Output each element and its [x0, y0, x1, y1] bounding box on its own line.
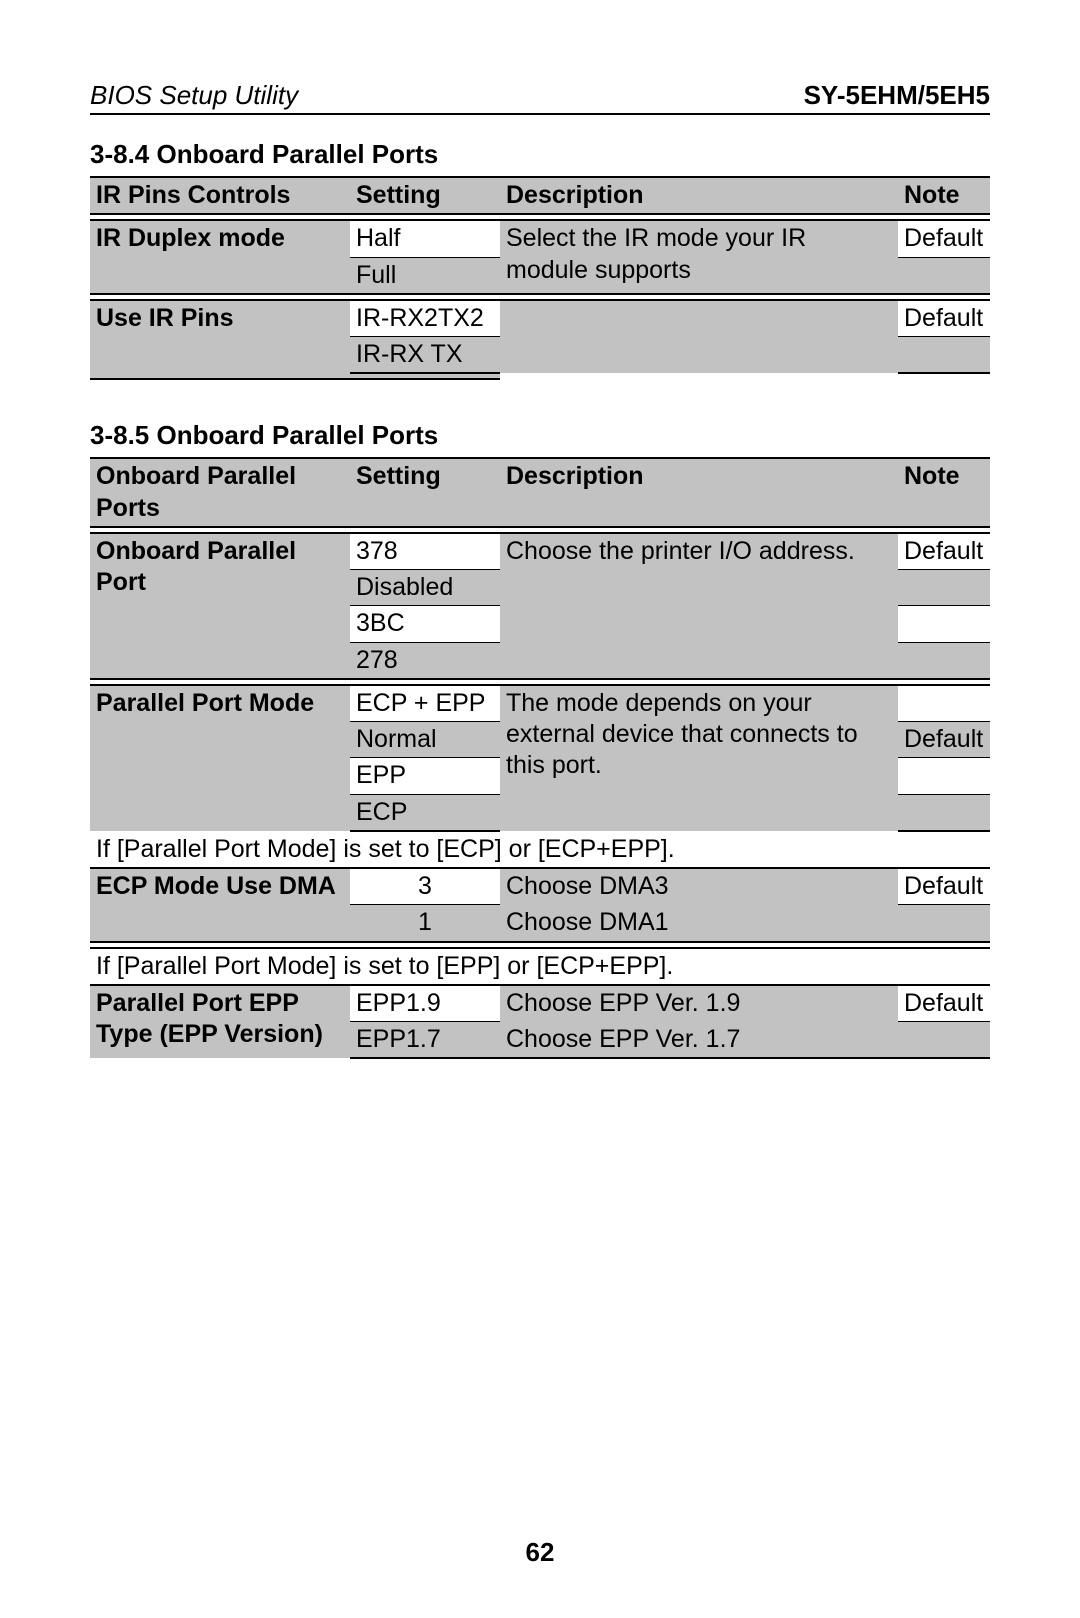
note-cell: Default — [898, 300, 990, 337]
col-description: Description — [500, 458, 898, 527]
note-cell: Default — [898, 220, 990, 257]
setting-cell: EPP1.9 — [350, 985, 500, 1022]
col-onboard-parallel: Onboard Parallel Ports — [90, 458, 350, 527]
desc-cell: Choose DMA3 — [500, 868, 898, 905]
table-row: IR Duplex mode Half Select the IR mode y… — [90, 220, 990, 257]
label-ecp-dma: ECP Mode Use DMA — [90, 868, 350, 942]
table-row: Parallel Port EPP Type (EPP Version) EPP… — [90, 985, 990, 1022]
setting-cell: 1 — [350, 905, 500, 942]
note-cell — [898, 1022, 990, 1059]
table-row: Use IR Pins IR-RX2TX2 Default — [90, 300, 990, 337]
note-cell: Default — [898, 985, 990, 1022]
setting-cell: IR-RX2TX2 — [350, 300, 500, 337]
col-setting: Setting — [350, 177, 500, 214]
note-cell — [898, 758, 990, 794]
setting-cell: EPP — [350, 758, 500, 794]
table-row: Parallel Port Mode ECP + EPP The mode de… — [90, 685, 990, 722]
note-cell: Default — [898, 722, 990, 758]
note-cell — [898, 257, 990, 294]
setting-cell: Normal — [350, 722, 500, 758]
desc-cell: Choose EPP Ver. 1.9 — [500, 985, 898, 1022]
setting-cell: ECP — [350, 794, 500, 831]
cond-1: If [Parallel Port Mode] is set to [ECP] … — [90, 831, 990, 868]
note-cell — [898, 570, 990, 606]
table-2: Onboard Parallel Ports Setting Descripti… — [90, 457, 990, 1059]
note-cell: Default — [898, 533, 990, 570]
desc-onboard-port: Choose the printer I/O address. — [500, 533, 898, 679]
table-row: ECP Mode Use DMA 3 Choose DMA3 Default — [90, 868, 990, 905]
section-1-title: 3-8.4 Onboard Parallel Ports — [90, 139, 990, 170]
note-cell: Default — [898, 868, 990, 905]
cond-2: If [Parallel Port Mode] is set to [EPP] … — [90, 948, 990, 985]
setting-cell: 3 — [350, 868, 500, 905]
setting-cell: 278 — [350, 642, 500, 679]
col-setting: Setting — [350, 458, 500, 527]
condition-row: If [Parallel Port Mode] is set to [ECP] … — [90, 831, 990, 868]
desc-cell: Choose EPP Ver. 1.7 — [500, 1022, 898, 1059]
table-2-header: Onboard Parallel Ports Setting Descripti… — [90, 458, 990, 527]
col-note: Note — [898, 458, 990, 527]
note-cell — [898, 337, 990, 374]
setting-cell: Disabled — [350, 570, 500, 606]
table-row: Onboard Parallel Port 378 Choose the pri… — [90, 533, 990, 570]
header-right: SY-5EHM/5EH5 — [804, 80, 990, 111]
condition-row: If [Parallel Port Mode] is set to [EPP] … — [90, 948, 990, 985]
setting-cell: ECP + EPP — [350, 685, 500, 722]
col-ir-pins: IR Pins Controls — [90, 177, 350, 214]
header-left: BIOS Setup Utility — [90, 80, 298, 111]
page-header: BIOS Setup Utility SY-5EHM/5EH5 — [90, 80, 990, 115]
label-parallel-mode: Parallel Port Mode — [90, 685, 350, 831]
setting-cell: Half — [350, 220, 500, 257]
setting-cell: Full — [350, 257, 500, 294]
section-2-title: 3-8.5 Onboard Parallel Ports — [90, 420, 990, 451]
note-cell — [898, 905, 990, 942]
desc-ir-duplex: Select the IR mode your IR module suppor… — [500, 220, 898, 294]
table-1: IR Pins Controls Setting Description Not… — [90, 176, 990, 380]
desc-cell: Choose DMA1 — [500, 905, 898, 942]
setting-cell: IR-RX TX — [350, 337, 500, 374]
note-cell — [898, 606, 990, 642]
desc-use-ir-pins — [500, 300, 898, 374]
label-epp-type: Parallel Port EPP Type (EPP Version) — [90, 985, 350, 1059]
setting-cell: 378 — [350, 533, 500, 570]
table-1-header: IR Pins Controls Setting Description Not… — [90, 177, 990, 214]
setting-cell: 3BC — [350, 606, 500, 642]
setting-cell: EPP1.7 — [350, 1022, 500, 1059]
col-note: Note — [898, 177, 990, 214]
col-description: Description — [500, 177, 898, 214]
note-cell — [898, 794, 990, 831]
note-cell — [898, 685, 990, 722]
label-onboard-port: Onboard Parallel Port — [90, 533, 350, 679]
label-use-ir-pins: Use IR Pins — [90, 300, 350, 374]
label-ir-duplex: IR Duplex mode — [90, 220, 350, 294]
note-cell — [898, 642, 990, 679]
page-number: 62 — [0, 1537, 1080, 1568]
desc-parallel-mode: The mode depends on your external device… — [500, 685, 898, 831]
